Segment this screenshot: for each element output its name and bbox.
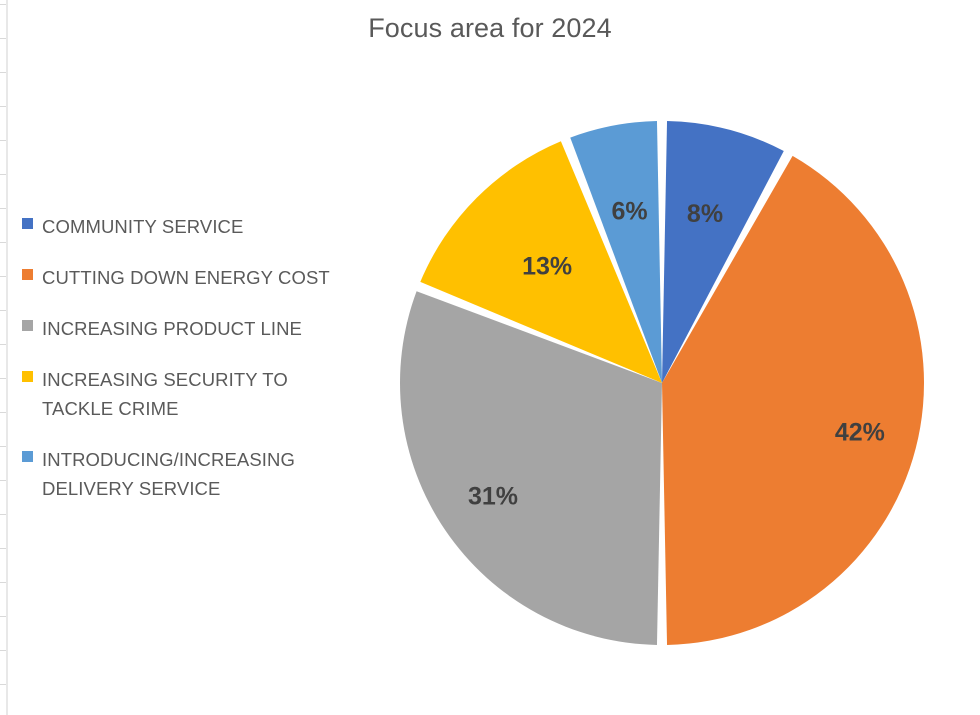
gridline-tick	[0, 242, 6, 243]
gridline-tick	[0, 208, 6, 209]
legend-item-label: INCREASING PRODUCT LINE	[42, 318, 302, 339]
legend-color-swatch	[22, 451, 33, 462]
pie-data-label: 6%	[612, 198, 648, 226]
legend-item[interactable]: INTRODUCING/INCREASING DELIVERY SERVICE	[22, 445, 342, 503]
gridline-tick	[0, 446, 6, 447]
pie-slice[interactable]	[420, 141, 662, 383]
legend-color-swatch	[22, 320, 33, 331]
gridline-tick	[0, 650, 6, 651]
pie-data-label: 42%	[835, 418, 885, 446]
gridline-tick	[0, 582, 6, 583]
pie-data-label: 13%	[522, 253, 572, 281]
legend-item[interactable]: COMMUNITY SERVICE	[22, 212, 342, 241]
gridline-tick	[0, 514, 6, 515]
pie-data-label: 31%	[468, 483, 518, 511]
chart-legend: COMMUNITY SERVICE CUTTING DOWN ENERGY COS…	[22, 212, 342, 525]
pie-slice[interactable]	[570, 121, 662, 384]
gridline-tick	[0, 4, 6, 5]
pie-slice[interactable]	[662, 121, 784, 384]
gridline-tick	[0, 684, 6, 685]
legend-item-label: INCREASING SECURITY TO TACKLE CRIME	[42, 369, 288, 419]
gridline-tick	[0, 310, 6, 311]
legend-item-label: INTRODUCING/INCREASING DELIVERY SERVICE	[42, 449, 295, 499]
pie-data-label: 8%	[687, 200, 723, 228]
gridline-tick	[0, 616, 6, 617]
gridline-tick	[0, 412, 6, 413]
gridline-tick	[0, 548, 6, 549]
legend-item[interactable]: CUTTING DOWN ENERGY COST	[22, 263, 342, 292]
pie-slice-group	[400, 121, 924, 645]
legend-item-label: CUTTING DOWN ENERGY COST	[42, 267, 330, 288]
gridline-tick	[0, 378, 6, 379]
legend-color-swatch	[22, 269, 33, 280]
legend-color-swatch	[22, 218, 33, 229]
legend-item-label: COMMUNITY SERVICE	[42, 216, 244, 237]
chart-title: Focus area for 2024	[368, 13, 612, 43]
gridline-tick	[0, 276, 6, 277]
spreadsheet-gutter	[0, 0, 9, 715]
gridline-tick	[0, 140, 6, 141]
gridline-tick	[0, 174, 6, 175]
gridline-tick	[0, 106, 6, 107]
gridline-tick	[0, 344, 6, 345]
gridline-tick	[0, 38, 6, 39]
legend-item[interactable]: INCREASING SECURITY TO TACKLE CRIME	[22, 365, 342, 423]
gridline-tick	[0, 72, 6, 73]
column-edge-line	[6, 0, 8, 715]
pie-data-label-group: 8% 42% 31% 13% 6%	[468, 198, 885, 511]
legend-item[interactable]: INCREASING PRODUCT LINE	[22, 314, 342, 343]
gridline-tick	[0, 480, 6, 481]
legend-color-swatch	[22, 371, 33, 382]
pie-slice[interactable]	[662, 155, 924, 645]
pie-slice[interactable]	[400, 291, 662, 645]
